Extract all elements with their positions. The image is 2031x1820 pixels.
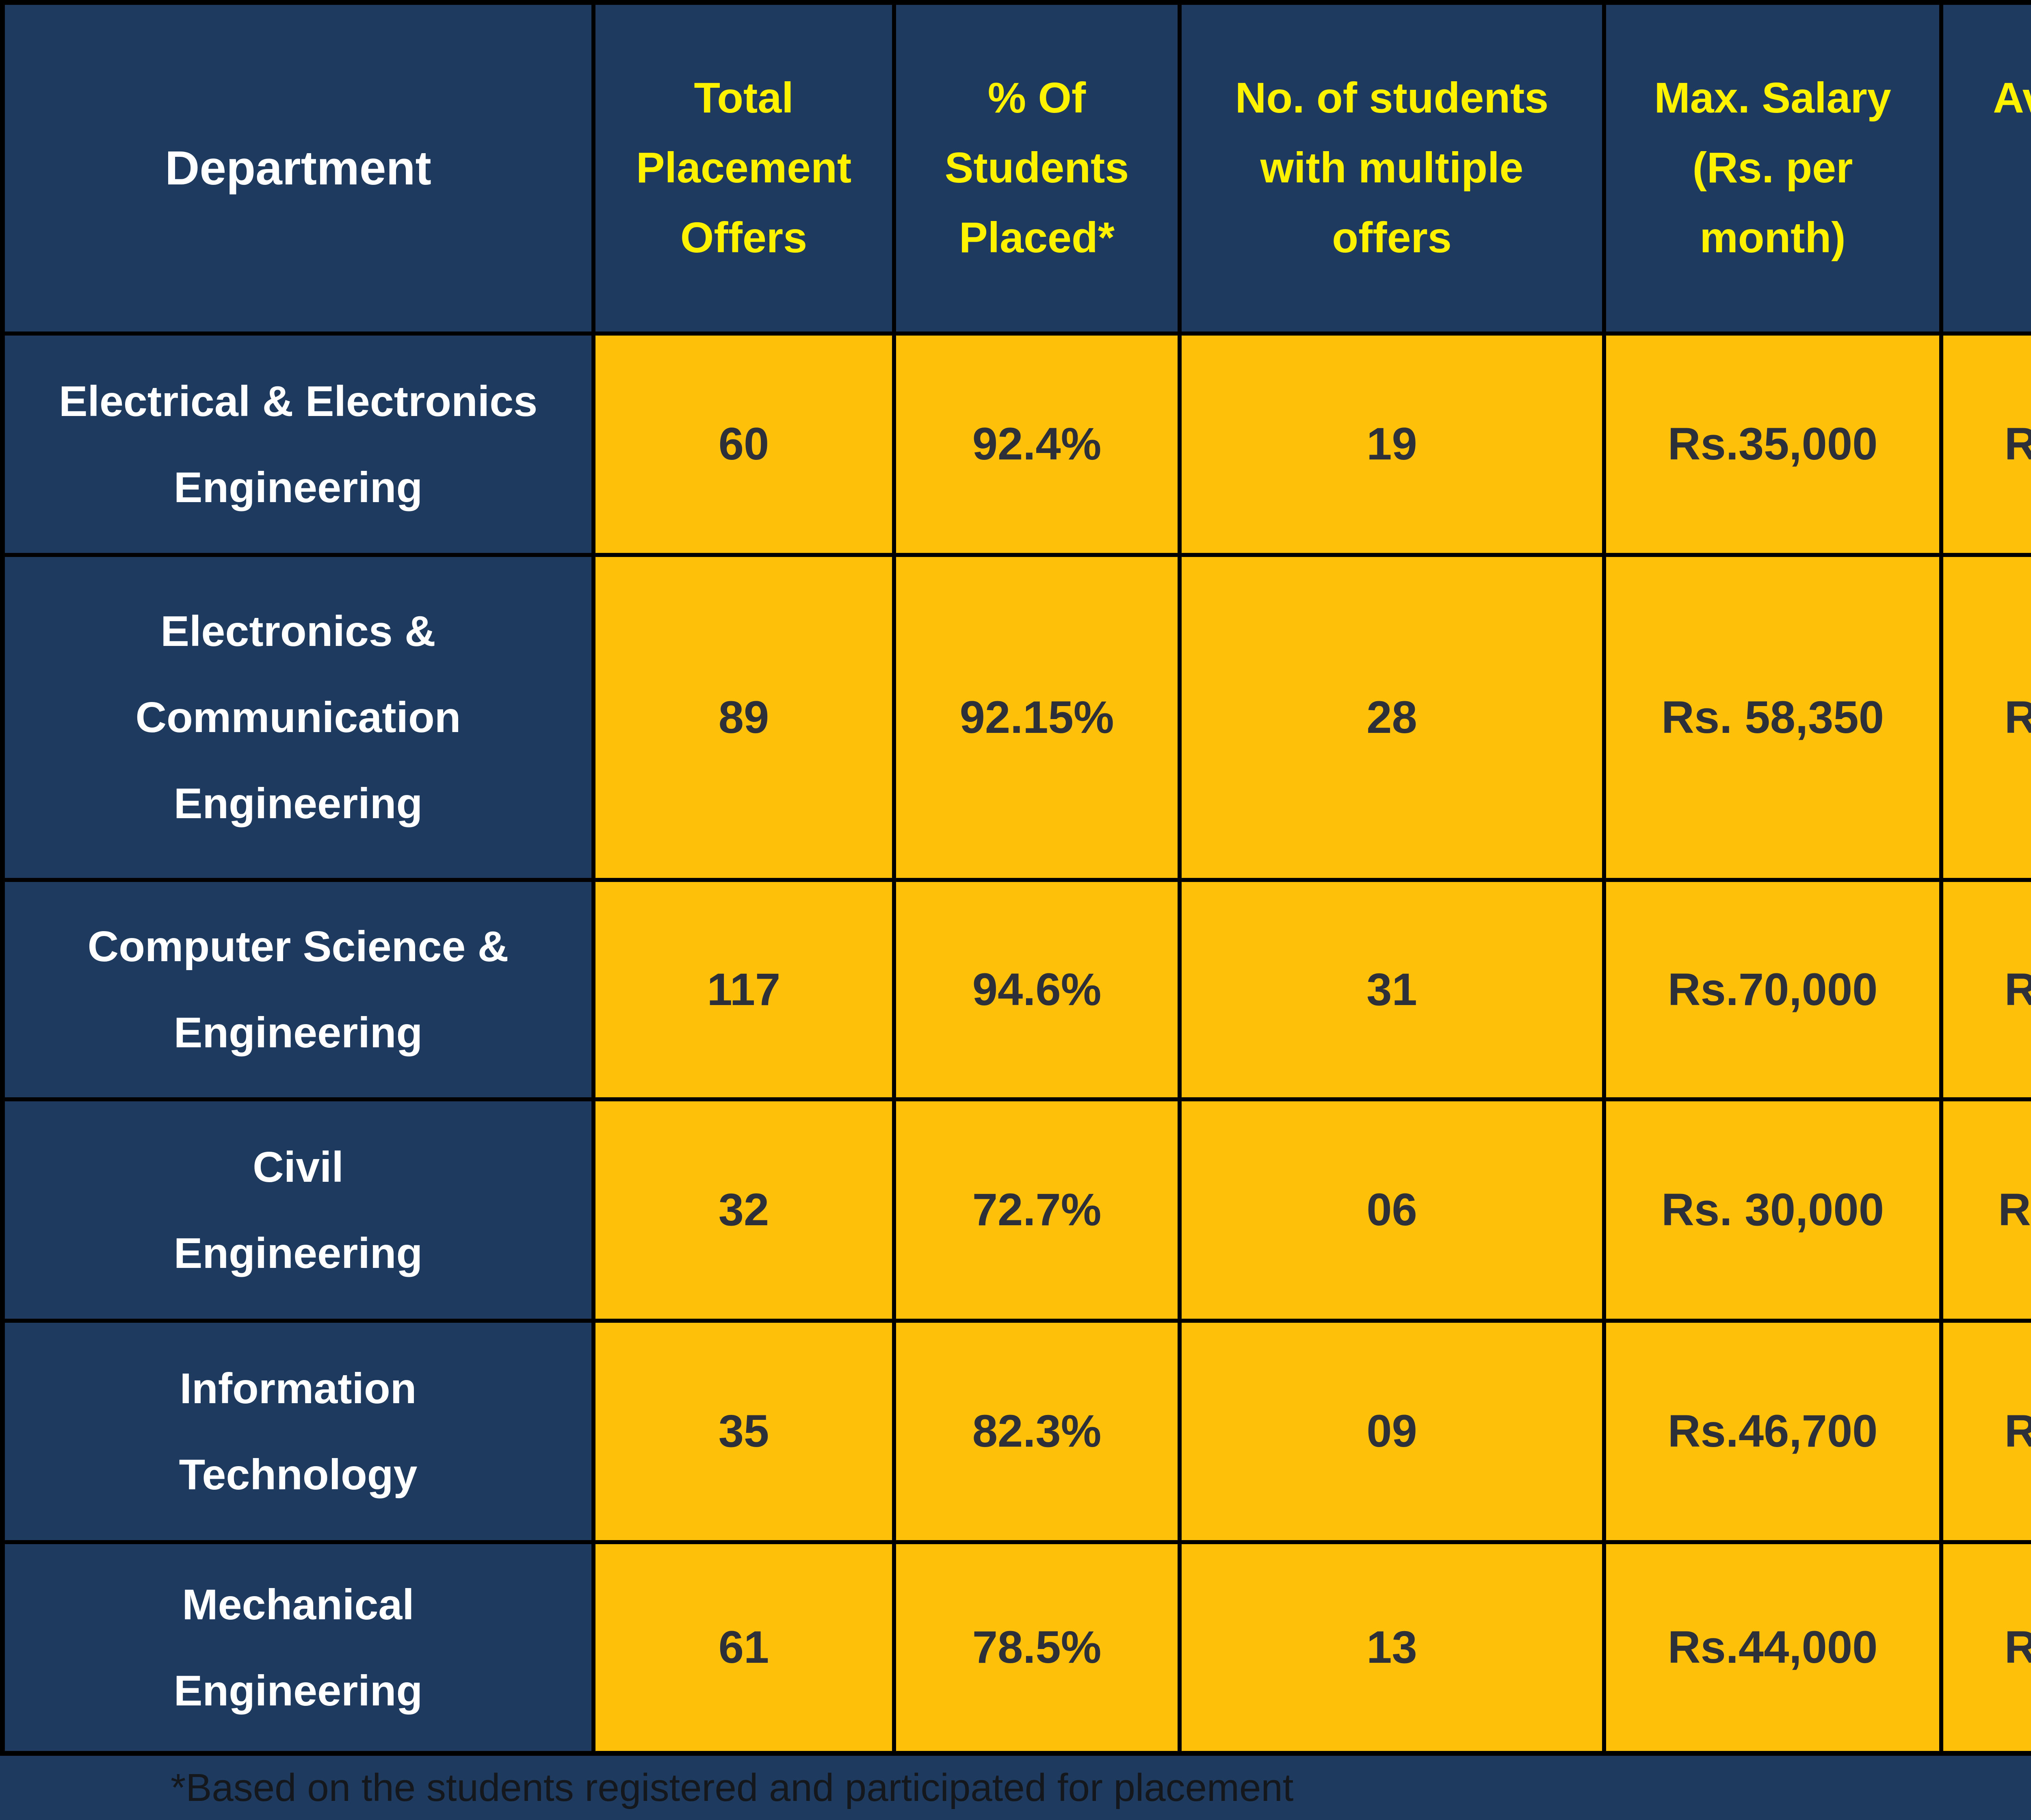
total-offers-value: 89	[591, 553, 896, 882]
total-offers-value: 60	[591, 332, 896, 557]
avg-salary-value: Rs.24,500	[1939, 1319, 2031, 1544]
total-offers-value: 117	[591, 878, 896, 1101]
table-row-electrical-electronics: Electrical & Electronics Engineering 60 …	[0, 332, 2031, 557]
department-name: Information Technology	[0, 1319, 595, 1544]
department-name: Electronics & Communication Engineering	[0, 553, 595, 882]
avg-salary-value: Rs. 15,500	[1939, 1097, 2031, 1323]
table-row-computer-science: Computer Science & Engineering 117 94.6%…	[0, 878, 2031, 1101]
max-salary-value: Rs. 30,000	[1602, 1097, 1943, 1323]
department-name: Computer Science & Engineering	[0, 878, 595, 1101]
multiple-offers-value: 28	[1178, 553, 1606, 882]
pct-placed-value: 78.5%	[892, 1540, 1182, 1755]
total-offers-value: 32	[591, 1097, 896, 1323]
header-students-multiple-offers: No. of students with multiple offers	[1178, 0, 1606, 336]
avg-salary-value: Rs.20,600	[1939, 332, 2031, 557]
table-row-information-technology: Information Technology 35 82.3% 09 Rs.46…	[0, 1319, 2031, 1544]
multiple-offers-value: 06	[1178, 1097, 1606, 1323]
pct-placed-value: 72.7%	[892, 1097, 1182, 1323]
table-row-civil: Civil Engineering 32 72.7% 06 Rs. 30,000…	[0, 1097, 2031, 1323]
header-max-salary: Max. Salary (Rs. per month)	[1602, 0, 1943, 336]
max-salary-value: Rs.35,000	[1602, 332, 1943, 557]
header-total-placement-offers: Total Placement Offers	[591, 0, 896, 336]
footnote-bar: *Based on the students registered and pa…	[0, 1756, 2031, 1820]
max-salary-value: Rs.46,700	[1602, 1319, 1943, 1544]
header-avg-salary: Avg. Salary (Rs. per month)	[1939, 0, 2031, 336]
department-name: Civil Engineering	[0, 1097, 595, 1323]
avg-salary-value: Rs.22,600	[1939, 553, 2031, 882]
max-salary-value: Rs. 58,350	[1602, 553, 1943, 882]
pct-placed-value: 82.3%	[892, 1319, 1182, 1544]
pct-placed-value: 92.15%	[892, 553, 1182, 882]
placement-statistics-table: Department Total Placement Offers % Of S…	[0, 0, 2031, 1756]
header-row: Department Total Placement Offers % Of S…	[0, 0, 2031, 336]
multiple-offers-value: 13	[1178, 1540, 1606, 1755]
total-offers-value: 61	[591, 1540, 896, 1755]
avg-salary-value: Rs.19,500	[1939, 1540, 2031, 1755]
department-name: Electrical & Electronics Engineering	[0, 332, 595, 557]
max-salary-value: Rs.44,000	[1602, 1540, 1943, 1755]
multiple-offers-value: 19	[1178, 332, 1606, 557]
pct-placed-value: 92.4%	[892, 332, 1182, 557]
pct-placed-value: 94.6%	[892, 878, 1182, 1101]
footnote: *Based on the students registered and pa…	[171, 1766, 1294, 1809]
header-department: Department	[0, 0, 595, 336]
total-offers-value: 35	[591, 1319, 896, 1544]
table-row-electronics-communication: Electronics & Communication Engineering …	[0, 553, 2031, 882]
multiple-offers-value: 31	[1178, 878, 1606, 1101]
avg-salary-value: Rs.24,400	[1939, 878, 2031, 1101]
max-salary-value: Rs.70,000	[1602, 878, 1943, 1101]
department-name: Mechanical Engineering	[0, 1540, 595, 1755]
header-pct-students-placed: % Of Students Placed*	[892, 0, 1182, 336]
multiple-offers-value: 09	[1178, 1319, 1606, 1544]
table-row-mechanical: Mechanical Engineering 61 78.5% 13 Rs.44…	[0, 1540, 2031, 1755]
